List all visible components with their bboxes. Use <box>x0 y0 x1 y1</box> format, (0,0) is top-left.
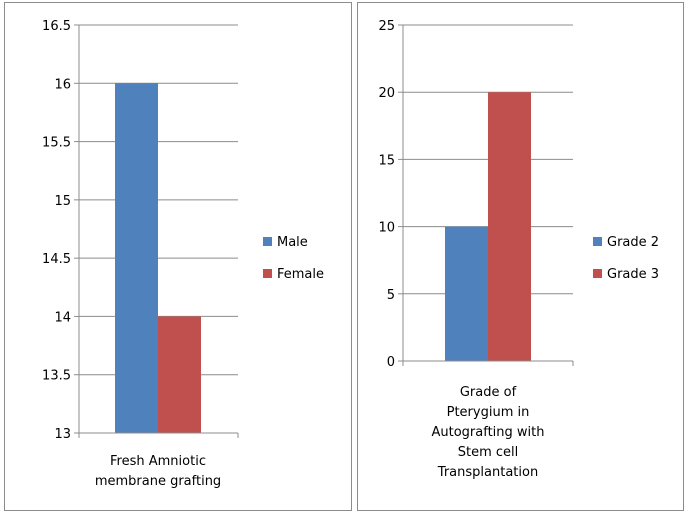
bar-grade-2 <box>445 226 488 361</box>
y-tick-label: 16.5 <box>42 19 71 34</box>
y-tick-label: 15 <box>54 194 71 209</box>
x-category-label: Fresh Amniotic <box>110 454 206 469</box>
y-tick-label: 14 <box>54 310 71 325</box>
legend-label: Female <box>277 267 324 282</box>
legend-label: Male <box>277 235 308 250</box>
legend-swatch-grade-2 <box>593 237 602 246</box>
y-tick-label: 14.5 <box>42 252 71 267</box>
chart-right: 0 5 10 15 20 25 Grade of Pterygium in Autografti… <box>378 19 659 480</box>
x-category-label: Pterygium in <box>447 405 530 420</box>
y-tick-label: 5 <box>387 288 395 303</box>
chart-panel-left: 13 13.5 14 14.5 15 15.5 16 16.5 Fresh Amniotic me… <box>4 2 352 511</box>
legend-label: Grade 3 <box>607 267 659 282</box>
y-tick-label: 15.5 <box>42 136 71 151</box>
bar-female <box>158 316 201 433</box>
legend-swatch-female <box>263 269 272 278</box>
x-category-label: Grade of <box>460 385 517 400</box>
legend-label: Grade 2 <box>607 235 659 250</box>
x-category-label: membrane grafting <box>95 474 221 489</box>
y-tick-label: 13 <box>54 427 71 442</box>
chart-left: 13 13.5 14 14.5 15 15.5 16 16.5 Fresh Amniotic me… <box>42 19 324 489</box>
x-category-label: Transplantation <box>437 465 538 480</box>
x-category-label: Stem cell <box>458 445 519 460</box>
bar-male <box>115 83 158 434</box>
y-tick-label: 10 <box>378 221 395 236</box>
bar-grade-3 <box>488 92 531 361</box>
chart-panel-right: 0 5 10 15 20 25 Grade of Pterygium in Autografti… <box>357 2 684 511</box>
y-tick-label: 16 <box>54 77 71 92</box>
legend-swatch-grade-3 <box>593 269 602 278</box>
legend-swatch-male <box>263 237 272 246</box>
x-category-label: Autografting with <box>431 425 544 440</box>
y-tick-label: 25 <box>378 19 395 34</box>
y-tick-label: 20 <box>378 86 395 101</box>
y-tick-label: 13.5 <box>42 369 71 384</box>
y-tick-label: 15 <box>378 153 395 168</box>
y-tick-label: 0 <box>387 355 395 370</box>
